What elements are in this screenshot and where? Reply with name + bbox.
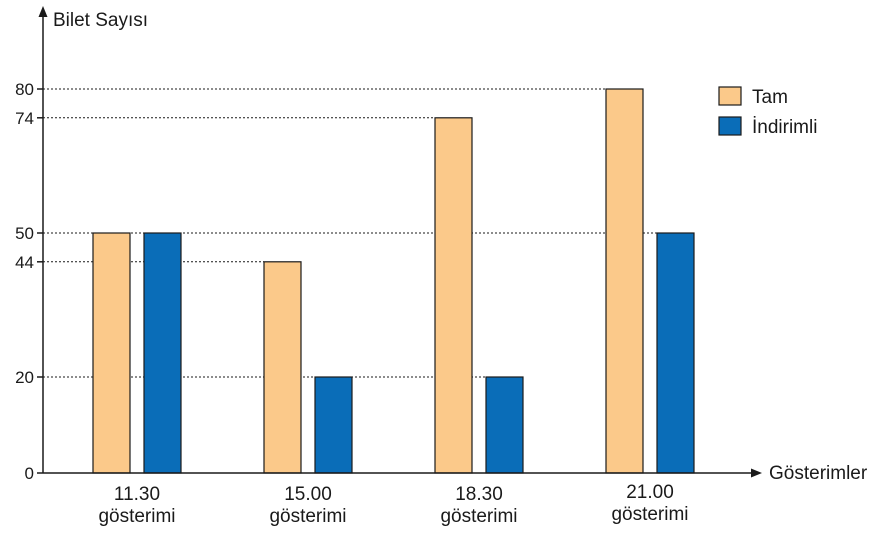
y-tick-label: 50 xyxy=(15,224,34,243)
category-label: 11.30 xyxy=(114,484,160,505)
y-tick-label: 80 xyxy=(15,80,34,99)
y-axis-title: Bilet Sayısı xyxy=(53,10,148,31)
bar-indirimli xyxy=(314,376,353,474)
legend-label: Tam xyxy=(752,87,788,108)
x-axis-arrow xyxy=(751,468,762,478)
legend-label: İndirimli xyxy=(752,117,817,138)
axes xyxy=(38,6,762,478)
y-tick-label: 0 xyxy=(25,464,34,483)
x-axis-title: Gösterimler xyxy=(769,463,868,484)
legend: Tam İndirimli xyxy=(718,86,817,138)
y-axis-arrow xyxy=(38,6,48,17)
y-ticks: 0 20 44 50 74 80 xyxy=(15,80,43,483)
y-tick-label: 44 xyxy=(15,253,34,272)
bar-tam xyxy=(605,88,644,474)
reference-lines xyxy=(43,88,657,378)
bars xyxy=(92,88,695,474)
category-label: gösterimi xyxy=(269,506,346,527)
bar-indirimli xyxy=(656,232,695,474)
bar-indirimli xyxy=(143,232,182,474)
category-label: 15.00 xyxy=(284,484,332,505)
legend-swatch xyxy=(718,86,742,106)
category-labels: 11.30gösterimi15.00gösterimi18.30gösteri… xyxy=(98,482,688,527)
category-label: 21.00 xyxy=(626,482,674,503)
y-tick-label: 20 xyxy=(15,368,34,387)
legend-swatch xyxy=(718,116,742,136)
bar-tam xyxy=(92,232,131,474)
category-label: gösterimi xyxy=(440,506,517,527)
category-label: 18.30 xyxy=(455,484,503,505)
bar-tam xyxy=(263,261,302,474)
bar-tam xyxy=(434,117,473,474)
category-label: gösterimi xyxy=(611,504,688,525)
bar-indirimli xyxy=(485,376,524,474)
category-label: gösterimi xyxy=(98,506,175,527)
y-tick-label: 74 xyxy=(15,109,34,128)
